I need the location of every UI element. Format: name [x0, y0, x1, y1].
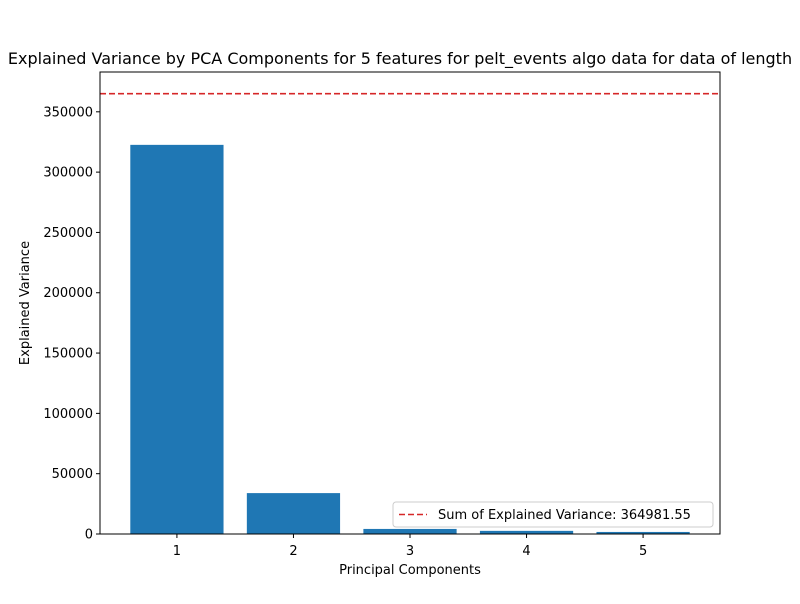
y-tick-label: 150000 — [43, 347, 93, 362]
y-axis: 0 50000 100000 150000 200000 250000 300000 3500… — [43, 105, 100, 543]
y-tick-label: 50000 — [52, 467, 93, 482]
bars-layer — [130, 144, 690, 534]
x-axis-label: Principal Components — [339, 563, 481, 578]
x-axis: 1 2 3 4 5 — [173, 534, 647, 559]
y-axis-label: Explained Variance — [18, 241, 33, 365]
legend-label: Sum of Explained Variance: 364981.55 — [438, 508, 691, 523]
x-tick-label: 4 — [522, 544, 530, 559]
bar-component-5 — [596, 531, 690, 534]
y-tick-label: 100000 — [43, 407, 93, 422]
y-tick-label: 0 — [85, 528, 93, 543]
legend-box — [392, 501, 714, 528]
x-tick-label: 1 — [173, 544, 181, 559]
x-tick-label: 5 — [639, 544, 647, 559]
bar-component-1 — [130, 144, 224, 534]
x-tick-label: 2 — [289, 544, 297, 559]
y-tick-label: 200000 — [43, 286, 93, 301]
legend: Sum of Explained Variance: 364981.55 — [392, 501, 714, 528]
x-tick-label: 3 — [406, 544, 414, 559]
chart-title: Explained Variance by PCA Components for… — [8, 49, 792, 69]
bar-component-2 — [246, 493, 341, 534]
y-tick-label: 350000 — [43, 105, 93, 120]
bar-component-3 — [363, 528, 457, 534]
y-tick-label: 250000 — [43, 226, 93, 241]
y-tick-label: 300000 — [43, 166, 93, 181]
bar-component-4 — [479, 530, 574, 534]
